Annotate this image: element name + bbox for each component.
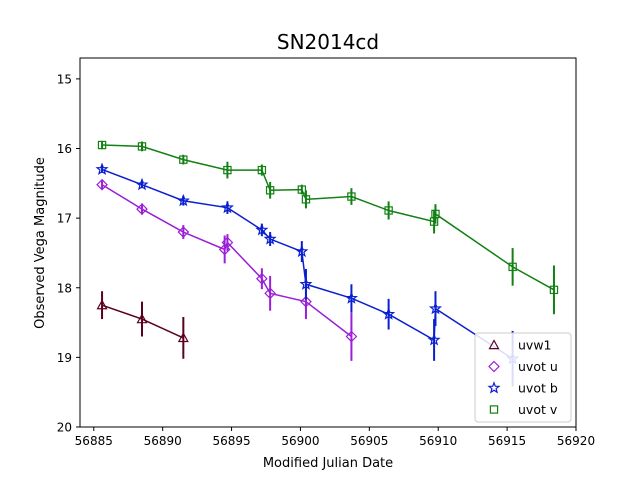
legend-box bbox=[474, 332, 572, 423]
x-tick-label: 56890 bbox=[144, 434, 182, 448]
y-tick-label: 16 bbox=[57, 142, 72, 156]
plot-area bbox=[95, 140, 559, 387]
x-tick-label: 56895 bbox=[212, 434, 250, 448]
data-point bbox=[431, 209, 440, 219]
data-point bbox=[255, 223, 269, 236]
data-point bbox=[137, 142, 147, 151]
data-point bbox=[508, 262, 517, 272]
series-uvot-v bbox=[97, 140, 559, 315]
legend-label: uvot v bbox=[518, 402, 558, 417]
data-point bbox=[427, 333, 441, 346]
x-tick-label: 56910 bbox=[419, 434, 457, 448]
data-point bbox=[96, 299, 108, 310]
data-point bbox=[177, 332, 189, 343]
data-point bbox=[549, 285, 559, 295]
x-tick-label: 56905 bbox=[350, 434, 388, 448]
x-tick-label: 56915 bbox=[488, 434, 526, 448]
data-point bbox=[263, 232, 277, 245]
x-axis-label: Modified Julian Date bbox=[263, 456, 393, 471]
y-tick-label: 18 bbox=[57, 281, 72, 295]
legend: uvw1 uvot u uvot b uvot v bbox=[474, 332, 572, 423]
data-point bbox=[220, 200, 234, 214]
y-tick-label: 20 bbox=[57, 421, 72, 435]
data-point bbox=[297, 185, 307, 194]
y-tick-label: 15 bbox=[57, 72, 72, 86]
legend-marker bbox=[488, 360, 500, 373]
data-point bbox=[95, 162, 109, 175]
data-point bbox=[96, 178, 108, 191]
series-uvot-u bbox=[96, 178, 358, 361]
legend-label: uvot u bbox=[518, 359, 558, 374]
data-point bbox=[265, 186, 275, 195]
data-point bbox=[384, 206, 393, 215]
legend-label: uvot b bbox=[518, 381, 558, 396]
data-point bbox=[301, 195, 311, 204]
y-axis: 15 16 17 18 19 20 bbox=[57, 72, 80, 435]
y-axis-label: Observed Vega Magnitude bbox=[33, 157, 48, 329]
chart-title: SN2014cd bbox=[277, 30, 379, 54]
data-point bbox=[256, 272, 268, 285]
data-point bbox=[344, 291, 358, 304]
legend-label: uvw1 bbox=[518, 338, 552, 353]
data-point bbox=[135, 177, 149, 191]
y-tick-label: 19 bbox=[57, 351, 72, 365]
data-point bbox=[179, 155, 188, 164]
x-tick-label: 56885 bbox=[75, 434, 113, 448]
data-point bbox=[257, 165, 267, 175]
x-tick-label: 56900 bbox=[281, 434, 319, 448]
data-point bbox=[97, 140, 107, 150]
data-point bbox=[345, 330, 358, 343]
data-point bbox=[300, 295, 312, 308]
series-uvw1 bbox=[96, 291, 189, 359]
data-point bbox=[382, 307, 396, 320]
data-point bbox=[223, 165, 232, 175]
x-axis: 56885 56890 56895 56900 56905 56910 56915 56920 bbox=[75, 427, 595, 448]
series-uvot-b bbox=[95, 162, 520, 387]
legend-marker bbox=[488, 339, 500, 350]
data-point bbox=[221, 236, 234, 249]
data-point bbox=[295, 244, 309, 258]
data-point bbox=[136, 203, 148, 215]
data-point bbox=[176, 193, 190, 207]
data-point bbox=[136, 313, 148, 324]
data-point bbox=[299, 277, 313, 290]
y-tick-label: 17 bbox=[57, 212, 72, 226]
data-point bbox=[177, 226, 190, 238]
legend-marker bbox=[489, 405, 499, 414]
x-tick-label: 56920 bbox=[557, 434, 595, 448]
legend-marker bbox=[487, 381, 501, 394]
data-point bbox=[264, 287, 276, 300]
data-point bbox=[428, 301, 443, 315]
data-point bbox=[347, 192, 356, 201]
plot-frame bbox=[79, 57, 577, 428]
